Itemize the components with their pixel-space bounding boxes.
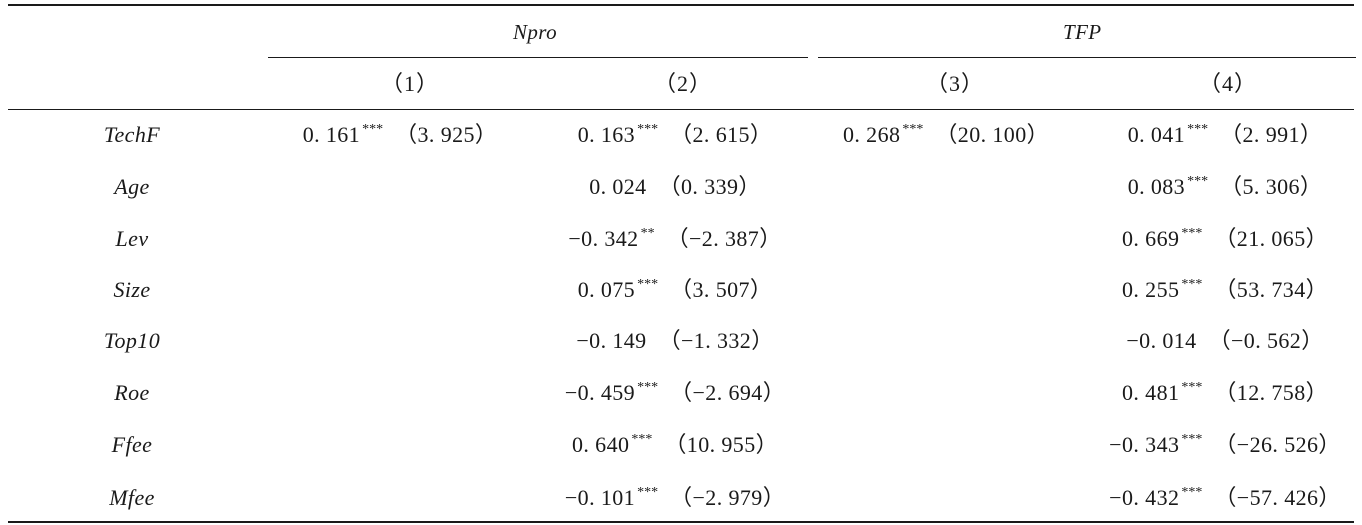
column-number-1: （1） [381, 71, 440, 96]
coefficient-value: −0. 014 [1126, 328, 1197, 353]
coefficient-value: 0. 640 [571, 432, 630, 457]
t-statistic: （−2. 979） [670, 485, 786, 510]
t-statistic: （−0. 562） [1208, 328, 1324, 353]
tfp-group-rule [818, 57, 1356, 58]
table-cell-col2: 0. 075 *** （3. 507） [535, 276, 815, 308]
significance-stars: *** [1187, 122, 1209, 137]
coefficient-value: 0. 083 [1127, 174, 1186, 199]
row-variable-label: Roe [114, 380, 150, 405]
table-cell-col2: 0. 024 （0. 339） [535, 173, 815, 201]
coefficient-value: −0. 342 [568, 226, 639, 251]
row-variable-label: Age [114, 174, 150, 199]
t-statistic: （−26. 526） [1214, 432, 1341, 457]
t-statistic: （3. 507） [670, 277, 773, 302]
group-header-npro: Npro [513, 20, 557, 44]
table-cell-col4: −0. 432 *** （−57. 426） [1085, 484, 1362, 516]
coefficient-value: 0. 669 [1121, 226, 1180, 251]
column-number-4: （4） [1199, 71, 1258, 96]
coefficient-value: 0. 161 [302, 122, 361, 147]
t-statistic: （53. 734） [1214, 277, 1328, 302]
row-variable-label: Size [113, 277, 151, 302]
significance-stars: *** [1181, 277, 1203, 292]
coefficient-value: −0. 101 [564, 485, 636, 510]
t-statistic: （21. 065） [1214, 226, 1328, 251]
table-cell-col4: 0. 255 *** （53. 734） [1085, 276, 1362, 308]
t-statistic: （0. 339） [658, 174, 761, 199]
t-statistic: （−2. 694） [670, 380, 786, 405]
row-variable-label: Lev [115, 226, 149, 251]
coefficient-value: 0. 255 [1121, 277, 1180, 302]
t-statistic: （2. 991） [1220, 122, 1323, 147]
table-cell-col2: −0. 342 ** （−2. 387） [535, 225, 815, 257]
row-variable-label: TechF [103, 122, 161, 147]
significance-stars: *** [637, 277, 659, 292]
group-header-tfp: TFP [1063, 20, 1102, 44]
coefficient-value: 0. 268 [842, 122, 901, 147]
significance-stars: *** [637, 485, 659, 500]
coefficient-value: −0. 459 [564, 380, 636, 405]
significance-stars: *** [902, 122, 924, 137]
significance-stars: *** [637, 122, 659, 137]
t-statistic: （−57. 426） [1214, 485, 1341, 510]
significance-stars: ** [640, 226, 655, 241]
significance-stars: *** [1181, 485, 1203, 500]
coefficient-value: 0. 163 [577, 122, 636, 147]
table-top-rule [8, 4, 1354, 6]
table-cell-col1: 0. 161 *** （3. 925） [260, 121, 540, 153]
table-cell-col2: 0. 640 *** （10. 955） [535, 431, 815, 463]
t-statistic: （2. 615） [670, 122, 773, 147]
table-cell-col4: −0. 014 （−0. 562） [1085, 327, 1362, 355]
table-cell-col4: 0. 669 *** （21. 065） [1085, 225, 1362, 257]
header-bottom-rule [8, 109, 1354, 110]
t-statistic: （20. 100） [935, 122, 1049, 147]
table-cell-col2: −0. 459 *** （−2. 694） [535, 379, 815, 411]
coefficient-value: 0. 024 [589, 174, 647, 199]
t-statistic: （12. 758） [1214, 380, 1328, 405]
row-variable-label: Top10 [103, 328, 161, 353]
significance-stars: *** [631, 432, 653, 447]
table-cell-col4: 0. 481 *** （12. 758） [1085, 379, 1362, 411]
coefficient-value: 0. 041 [1127, 122, 1186, 147]
t-statistic: （−2. 387） [666, 226, 782, 251]
table-cell-col4: 0. 041 *** （2. 991） [1085, 121, 1362, 153]
table-cell-col2: −0. 101 *** （−2. 979） [535, 484, 815, 516]
significance-stars: *** [637, 380, 659, 395]
t-statistic: （5. 306） [1220, 174, 1323, 199]
coefficient-value: 0. 075 [577, 277, 636, 302]
column-number-3: （3） [926, 71, 985, 96]
significance-stars: *** [1181, 432, 1203, 447]
significance-stars: *** [1181, 226, 1203, 241]
significance-stars: *** [1181, 380, 1203, 395]
table-cell-col4: −0. 343 *** （−26. 526） [1085, 431, 1362, 463]
coefficient-value: −0. 343 [1109, 432, 1180, 457]
t-statistic: （10. 955） [664, 432, 778, 457]
table-cell-col3: 0. 268 *** （20. 100） [806, 121, 1086, 153]
t-statistic: （−1. 332） [658, 328, 774, 353]
coefficient-value: −0. 432 [1109, 485, 1180, 510]
column-number-2: （2） [654, 71, 713, 96]
coefficient-value: 0. 481 [1121, 380, 1180, 405]
table-bottom-rule [8, 521, 1354, 523]
row-variable-label: Mfee [109, 485, 155, 510]
row-variable-label: Ffee [111, 432, 153, 457]
npro-group-rule [268, 57, 808, 58]
table-cell-col2: 0. 163 *** （2. 615） [535, 121, 815, 153]
significance-stars: *** [1187, 174, 1209, 189]
coefficient-value: −0. 149 [576, 328, 647, 353]
significance-stars: *** [362, 122, 384, 137]
table-cell-col2: −0. 149 （−1. 332） [535, 327, 815, 355]
t-statistic: （3. 925） [395, 122, 498, 147]
table-cell-col4: 0. 083 *** （5. 306） [1085, 173, 1362, 205]
